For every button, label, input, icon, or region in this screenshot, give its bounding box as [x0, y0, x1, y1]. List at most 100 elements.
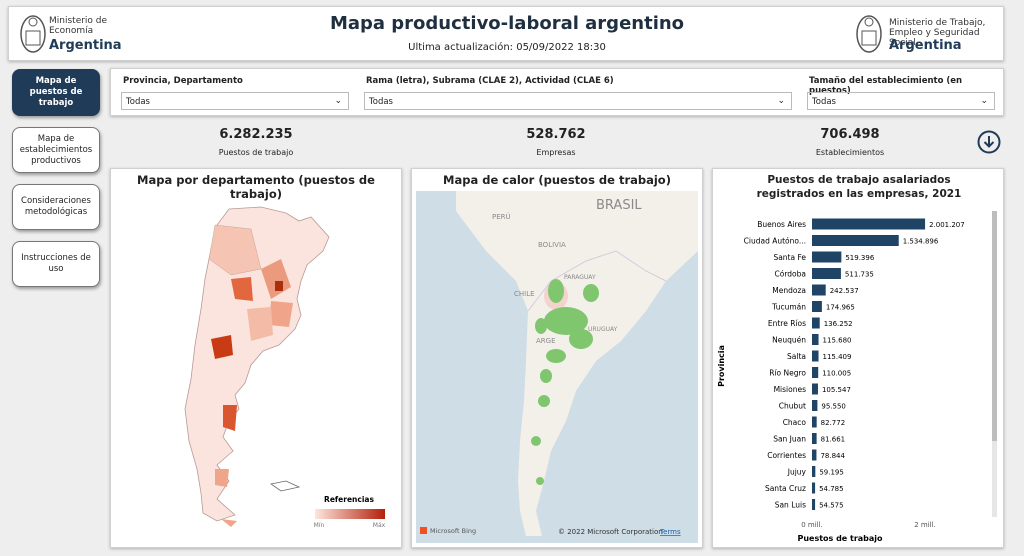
data-label: 82.772 [821, 419, 846, 427]
bar [812, 400, 818, 411]
bar [812, 350, 819, 362]
data-label: 136.252 [824, 320, 853, 328]
legend-gradient [315, 509, 385, 519]
data-label: 174.965 [826, 304, 855, 312]
data-label: 110.005 [822, 370, 851, 378]
x-tick-label: 0 mill. [801, 521, 823, 529]
bar [812, 482, 816, 494]
data-label: 115.680 [823, 337, 852, 345]
y-tick-label: Ciudad Autóno... [744, 237, 806, 246]
y-tick-label: San Juan [773, 435, 806, 444]
data-label: 1.534.896 [903, 238, 939, 246]
kpi-value: 6.282.235 [219, 127, 293, 142]
nav-button[interactable]: Mapa de puestos de trabajo [12, 69, 100, 116]
download-button[interactable] [977, 130, 1001, 154]
header: Ministerio de Economía Argentina Mapa pr… [8, 6, 1004, 61]
kpi-label: Establecimientos [815, 148, 885, 157]
map-label: BOLIVIA [538, 241, 566, 249]
map-provider: Microsoft Bing [430, 527, 476, 535]
bar [812, 383, 818, 395]
logo-emblem [20, 15, 46, 53]
data-label: 511.735 [845, 271, 874, 279]
filter-dropdown[interactable]: Todas ⌄ [121, 92, 349, 110]
data-label: 242.537 [830, 287, 859, 295]
kpi-value: 706.498 [820, 127, 880, 142]
nav-button[interactable]: Instrucciones de uso [12, 241, 100, 287]
y-tick-label: San Luis [775, 501, 806, 510]
nav-button[interactable]: Consideraciones metodológicas [12, 184, 100, 230]
bar [812, 334, 819, 345]
bar-chart-panel: Puestos de trabajo asalariados registrad… [712, 168, 1004, 548]
filter-value: Todas [126, 97, 150, 107]
bar [812, 235, 899, 246]
legend-title: Referencias [324, 495, 374, 504]
bar [812, 499, 816, 510]
heat-map-panel: Mapa de calor (puestos de trabajo) BRASI… [411, 168, 703, 548]
kpi-label: Empresas [536, 148, 576, 157]
x-axis-title: Puestos de trabajo [797, 534, 883, 543]
filter-label: Provincia, Departamento [123, 76, 243, 86]
filter-label: Rama (letra), Subrama (CLAE 2), Activida… [366, 76, 614, 86]
legend-max: Máx [373, 522, 386, 529]
legend-min: Mín [314, 522, 325, 529]
logo-text: Ministerio de Trabajo, [889, 18, 986, 28]
logo-text: Economía [49, 26, 94, 36]
data-label: 78.844 [820, 452, 845, 460]
y-tick-label: Río Negro [769, 369, 806, 378]
scrollbar-thumb[interactable] [992, 211, 997, 441]
nav-button[interactable]: Mapa de establecimientos productivos [12, 127, 100, 173]
last-update: Ultima actualización: 05/09/2022 18:30 [408, 42, 606, 53]
data-label: 95.550 [821, 403, 846, 411]
filter-dropdown[interactable]: Todas ⌄ [364, 92, 792, 110]
logo-text: Ministerio de [49, 16, 108, 26]
bar [812, 433, 817, 444]
map-label: BRASIL [596, 198, 642, 213]
data-label: 54.785 [819, 485, 844, 493]
y-tick-label: Mendoza [772, 286, 806, 295]
chart-title: Puestos de trabajo asalariados registrad… [756, 174, 962, 200]
x-tick-label: 2 mill. [914, 521, 936, 529]
y-tick-label: Buenos Aires [757, 220, 806, 229]
y-tick-label: Santa Cruz [765, 484, 806, 493]
map-label: ARGE [536, 337, 556, 345]
bar-chart: 0 mill. 2 mill. Puestos de trabajo Provinci… [717, 211, 997, 543]
panel-title: Mapa de calor (puestos de trabajo) [443, 173, 671, 187]
map-terms-link[interactable]: Terms [659, 528, 681, 536]
y-tick-label: Salta [787, 352, 806, 361]
bar [812, 301, 822, 312]
data-label: 59.195 [819, 469, 843, 477]
bar [812, 268, 841, 279]
filter-bar: Provincia, Departamento Todas ⌄ Rama (let… [110, 68, 1004, 116]
bar [812, 416, 817, 428]
y-tick-label: Córdoba [775, 270, 806, 279]
data-label: 115.409 [823, 353, 852, 361]
bar [812, 317, 820, 329]
data-label: 81.661 [821, 436, 846, 444]
y-tick-label: Santa Fe [773, 253, 806, 262]
y-tick-label: Jujuy [787, 468, 807, 477]
bing-logo [420, 527, 427, 534]
logo-text: Argentina [889, 38, 962, 53]
data-label: 54.575 [819, 502, 844, 510]
kpi-label: Puestos de trabajo [218, 148, 294, 157]
y-tick-label: Misiones [774, 385, 807, 394]
map-label: URUGUAY [588, 326, 618, 333]
bar [812, 466, 816, 477]
data-label: 519.396 [845, 254, 874, 262]
y-tick-label: Entre Ríos [768, 319, 806, 328]
y-tick-label: Chubut [779, 402, 806, 411]
bar [812, 449, 817, 461]
bar [812, 251, 842, 263]
logo-text: Argentina [49, 38, 122, 53]
data-label: 105.547 [822, 386, 851, 394]
filter-value: Todas [812, 97, 836, 107]
map-copyright: © 2022 Microsoft Corporation [558, 528, 663, 536]
y-tick-label: Neuquén [772, 336, 806, 345]
bar [812, 218, 926, 230]
page-title: Mapa productivo-laboral argentino [329, 13, 685, 34]
map-label: PERÚ [492, 212, 511, 221]
panel-title: Mapa por departamento (puestos de trabaj… [137, 173, 375, 201]
filter-dropdown[interactable]: Todas ⌄ [807, 92, 995, 110]
department-map: Referencias Mín Máx [184, 206, 386, 529]
